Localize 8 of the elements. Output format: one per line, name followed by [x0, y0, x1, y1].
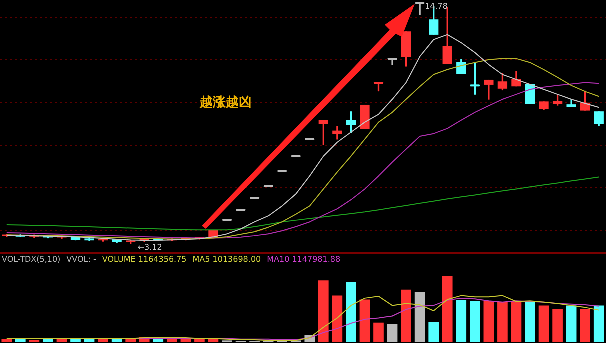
text: VVOL: -	[66, 255, 96, 264]
annotation: ←3.12	[138, 243, 162, 252]
text: MA5 1013698.00	[192, 255, 262, 264]
text: MA10 1147981.88	[267, 255, 341, 264]
text: VOLUME 1164356.75	[102, 255, 187, 264]
annotation: 越涨越凶	[199, 95, 252, 110]
text: VOL-TDX(5,10)	[2, 255, 61, 264]
annotation: 14.78	[425, 2, 448, 12]
